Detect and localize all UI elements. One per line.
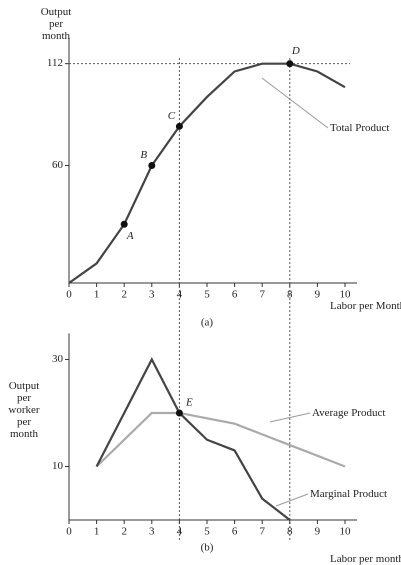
x-tick-label: 10	[340, 289, 352, 301]
point-label: D	[291, 45, 300, 57]
point-label: A	[126, 230, 134, 242]
x-tick-label: 6	[232, 289, 238, 301]
series-label: Average Product	[312, 407, 386, 419]
caption: (b)	[201, 542, 214, 554]
x-tick-label: 1	[94, 526, 100, 538]
x-tick-label: 3	[149, 526, 155, 538]
point-label: B	[140, 149, 147, 161]
y-axis-label: Output per month	[40, 6, 72, 42]
x-tick-label: 5	[204, 526, 210, 538]
y-axis-label: Output per worker per month	[8, 380, 40, 440]
point	[175, 122, 183, 130]
x-tick-label: 5	[204, 289, 210, 301]
point	[175, 409, 183, 417]
annotation-arrow	[261, 77, 329, 129]
point	[148, 162, 156, 169]
point-label: E	[185, 397, 193, 409]
x-tick-label: 4	[177, 526, 183, 538]
x-tick-label: 2	[121, 526, 127, 538]
x-tick-label: 2	[121, 289, 127, 301]
annotation-arrow	[269, 412, 311, 423]
x-tick-label: 9	[315, 289, 321, 301]
x-tick-label: 6	[232, 526, 238, 538]
x-tick-label: 7	[259, 526, 265, 538]
x-tick-label: 10	[340, 526, 352, 538]
caption: (a)	[201, 317, 214, 329]
point-label: C	[168, 110, 176, 122]
point	[286, 60, 294, 68]
y-tick-label: 112	[47, 57, 63, 69]
series-label: Marginal Product	[310, 488, 388, 500]
y-tick-label: 10	[52, 460, 64, 472]
x-tick-label: 3	[149, 289, 155, 301]
x-axis-label: Labor per month	[330, 553, 401, 565]
y-tick-label: 30	[52, 353, 64, 365]
series-line	[68, 62, 346, 284]
series-label: Total Product	[330, 122, 390, 134]
series-line	[95, 411, 346, 468]
x-tick-label: 0	[66, 289, 72, 301]
point	[120, 220, 128, 228]
x-tick-label: 9	[315, 526, 321, 538]
x-tick-label: 1	[94, 289, 100, 301]
series-line	[95, 357, 291, 521]
x-axis-label: Labor per Month	[330, 300, 401, 312]
y-tick-label: 60	[52, 159, 64, 171]
x-tick-label: 7	[259, 289, 265, 301]
x-tick-label: 0	[66, 526, 72, 538]
x-tick-label: 8	[287, 526, 293, 538]
annotation-arrow	[275, 493, 309, 507]
